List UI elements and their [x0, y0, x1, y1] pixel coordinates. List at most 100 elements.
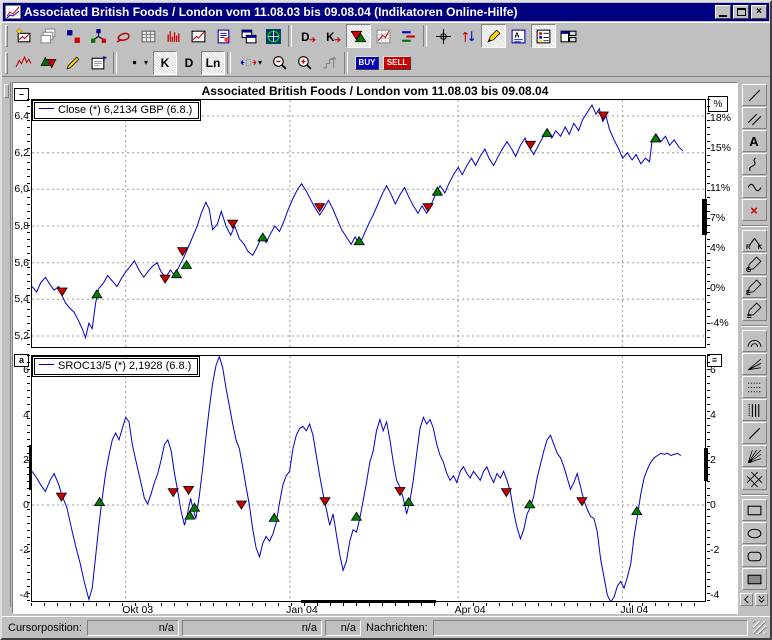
hscroll-dropdown[interactable]: ▾ [235, 51, 267, 75]
indicator-chart-legend[interactable]: SROC13/5 (*) 2,1928 (6.8.) [31, 356, 201, 377]
toolbar-grip[interactable] [5, 51, 8, 74]
sell-signal-marker[interactable] [319, 497, 331, 507]
price-chart-plot[interactable] [31, 99, 706, 348]
buy-button[interactable]: BUY [352, 51, 382, 75]
grid-hatch-tool[interactable] [741, 468, 767, 490]
indicator-pane-menu-button[interactable]: ≡ [707, 354, 722, 367]
dropdown-arrow-icon[interactable]: ▾ [143, 58, 148, 67]
sell-signal-marker[interactable] [576, 497, 588, 507]
sell-signal-marker[interactable] [394, 487, 406, 497]
signal-triangles-button[interactable] [36, 51, 61, 75]
ellipse-tool[interactable] [741, 522, 767, 544]
percent-axis-box[interactable]: % [708, 96, 728, 112]
resize-grip[interactable] [753, 621, 766, 634]
title-bar[interactable]: Associated British Foods / London vom 11… [3, 3, 769, 21]
buy-signal-marker[interactable] [631, 505, 643, 516]
palette-scroll-left-button[interactable] [740, 593, 753, 606]
rounded-rect-tool[interactable] [741, 545, 767, 567]
fib-arcs-tool[interactable] [741, 330, 767, 352]
zigzag-button[interactable] [11, 51, 36, 75]
buy-signal-marker[interactable] [268, 512, 280, 522]
sell-signal-marker[interactable] [235, 500, 248, 510]
symbols-button[interactable] [61, 24, 86, 48]
pen-e-tool[interactable]: E [741, 276, 767, 298]
sell-signal-marker[interactable] [500, 488, 513, 498]
indicator-chart-plot[interactable] [31, 354, 706, 603]
link-charts-button[interactable] [86, 24, 111, 48]
properties-button[interactable] [86, 51, 111, 75]
toolbar-grip[interactable] [5, 25, 8, 47]
sell-signal-marker[interactable] [422, 203, 434, 213]
pen-g-tool[interactable]: G [741, 253, 767, 275]
price-chart-legend[interactable]: Close (*) 6,2134 GBP (6.8.) [31, 100, 202, 121]
sell-signal-marker[interactable] [167, 488, 179, 498]
marker-pen-button[interactable] [61, 51, 86, 75]
buy-signal-marker[interactable] [541, 127, 553, 137]
sell-signal-marker[interactable] [597, 111, 610, 121]
sell-signal-marker[interactable] [56, 287, 68, 297]
minimize-button[interactable] [715, 5, 731, 19]
zoom-out-button[interactable] [267, 51, 292, 75]
pen-lines-tool[interactable] [741, 299, 767, 321]
layout-button[interactable] [556, 24, 581, 48]
dropdown-arrow-icon[interactable]: ▾ [257, 58, 262, 67]
sell-signal-marker[interactable] [176, 247, 189, 257]
dock-grip[interactable] [3, 84, 9, 98]
ln-scale-button[interactable]: Ln [201, 50, 225, 75]
delete-drawing-tool[interactable]: × [741, 199, 767, 221]
buy-signal-marker[interactable] [350, 511, 363, 521]
line-chart-button[interactable] [186, 24, 211, 48]
indicator-list-button[interactable] [531, 24, 556, 48]
buy-signal-marker[interactable] [257, 232, 269, 242]
levels-button[interactable] [396, 24, 421, 48]
rectangle-tool[interactable] [741, 499, 767, 521]
k-chart-button[interactable]: K [153, 50, 177, 75]
line-tool[interactable] [741, 84, 767, 106]
cascade-windows-button[interactable] [236, 24, 261, 48]
gann-fan-tool[interactable] [741, 445, 767, 467]
detail-d-button[interactable]: D [296, 24, 321, 48]
trendline-tool[interactable] [741, 422, 767, 444]
copy-button[interactable] [36, 24, 61, 48]
fib-retracement-tool[interactable] [741, 376, 767, 398]
sell-signal-marker[interactable] [226, 219, 239, 229]
histogram-button[interactable] [161, 24, 186, 48]
zoom-in-button[interactable] [292, 51, 317, 75]
maximize-button[interactable] [733, 5, 749, 19]
buy-signal-marker[interactable] [93, 496, 106, 507]
sell-signal-marker[interactable] [313, 203, 326, 213]
report-button[interactable] [211, 24, 236, 48]
buy-signal-marker[interactable] [91, 289, 103, 299]
buy-signal-marker[interactable] [180, 259, 193, 269]
linestyle-dropdown[interactable]: ▾ [121, 51, 153, 75]
buy-signal-marker[interactable] [170, 268, 183, 279]
buy-signal-marker[interactable] [353, 235, 365, 246]
palette-scroll-down-button[interactable] [755, 593, 768, 606]
buy-signal-marker[interactable] [431, 186, 444, 196]
freehand-red-button[interactable] [111, 24, 136, 48]
buy-signal-marker[interactable] [184, 510, 196, 520]
sell-button[interactable]: SELL [382, 51, 412, 75]
freehand-curve-tool[interactable] [741, 153, 767, 175]
crosshair-button[interactable] [431, 24, 456, 48]
text-tool[interactable]: A [741, 130, 767, 152]
text-note-button[interactable]: A [506, 24, 531, 48]
signals-button[interactable] [346, 24, 371, 48]
filled-rect-tool[interactable] [741, 568, 767, 590]
quote-table-button[interactable] [136, 24, 161, 48]
wave-tool[interactable] [741, 176, 767, 198]
sell-signal-marker[interactable] [524, 140, 537, 151]
sell-signal-marker[interactable] [182, 485, 195, 496]
parallel-lines-tool[interactable] [741, 107, 767, 129]
step-chart-button[interactable] [317, 51, 342, 75]
buy-signal-marker[interactable] [188, 502, 201, 512]
draw-pen-button[interactable] [481, 24, 506, 48]
fib-fan-tool[interactable] [741, 353, 767, 375]
sell-signal-marker[interactable] [55, 492, 68, 502]
buy-signal-marker[interactable] [524, 499, 536, 509]
close-button[interactable]: × [751, 5, 767, 19]
buy-signal-marker[interactable] [649, 133, 662, 143]
buy-signal-marker[interactable] [402, 496, 415, 507]
new-chart-button[interactable] [11, 24, 36, 48]
